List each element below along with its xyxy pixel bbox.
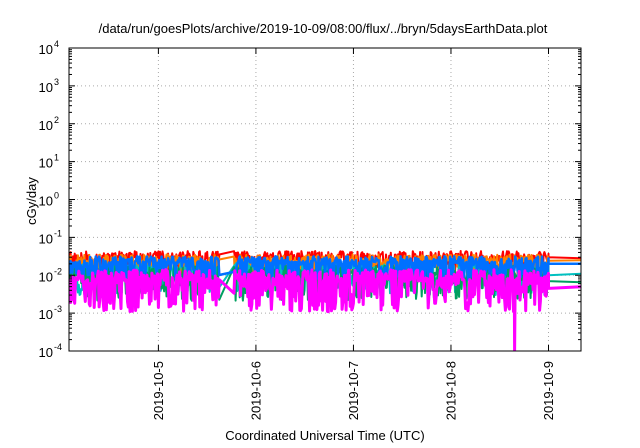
y-tick-exponent: 1 <box>54 153 59 163</box>
series-layer <box>69 250 581 351</box>
y-tick-exponent: 3 <box>54 77 59 87</box>
x-tick-label: 2019-10-8 <box>443 361 458 420</box>
x-axis: 2019-10-5 2019-10-6 2019-10-7 2019-10-8 2019… <box>151 48 556 420</box>
x-tick-label: 2019-10-6 <box>248 361 263 420</box>
x-tick-label: 2019-10-5 <box>151 361 166 420</box>
y-tick-label: 10 <box>39 345 53 360</box>
y-tick-label: 10 <box>39 118 53 133</box>
y-tick-label: 10 <box>39 307 53 322</box>
y-tick-label: 10 <box>39 80 53 95</box>
y-tick-exponent: 2 <box>54 115 59 125</box>
y-tick-exponent: -1 <box>54 228 62 238</box>
y-tick-exponent: 0 <box>54 191 59 201</box>
y-tick-exponent: -3 <box>54 304 62 314</box>
x-tick-label: 2019-10-9 <box>541 361 556 420</box>
y-tick-label: 10 <box>39 231 53 246</box>
y-tick-exponent: 4 <box>54 39 59 49</box>
y-tick-exponent: -2 <box>54 266 62 276</box>
x-axis-label: Coordinated Universal Time (UTC) <box>225 428 424 443</box>
y-tick-label: 10 <box>39 42 53 57</box>
y-tick-label: 10 <box>39 156 53 171</box>
y-tick-label: 10 <box>39 194 53 209</box>
chart-title: /data/run/goesPlots/archive/2019-10-09/0… <box>99 21 548 36</box>
y-tick-exponent: -4 <box>54 342 62 352</box>
y-tick-label: 10 <box>39 269 53 284</box>
x-tick-label: 2019-10-7 <box>346 361 361 420</box>
series-line-6 <box>69 268 581 351</box>
series-line-5 <box>69 255 581 282</box>
y-axis-label: cGy/day <box>24 177 39 225</box>
